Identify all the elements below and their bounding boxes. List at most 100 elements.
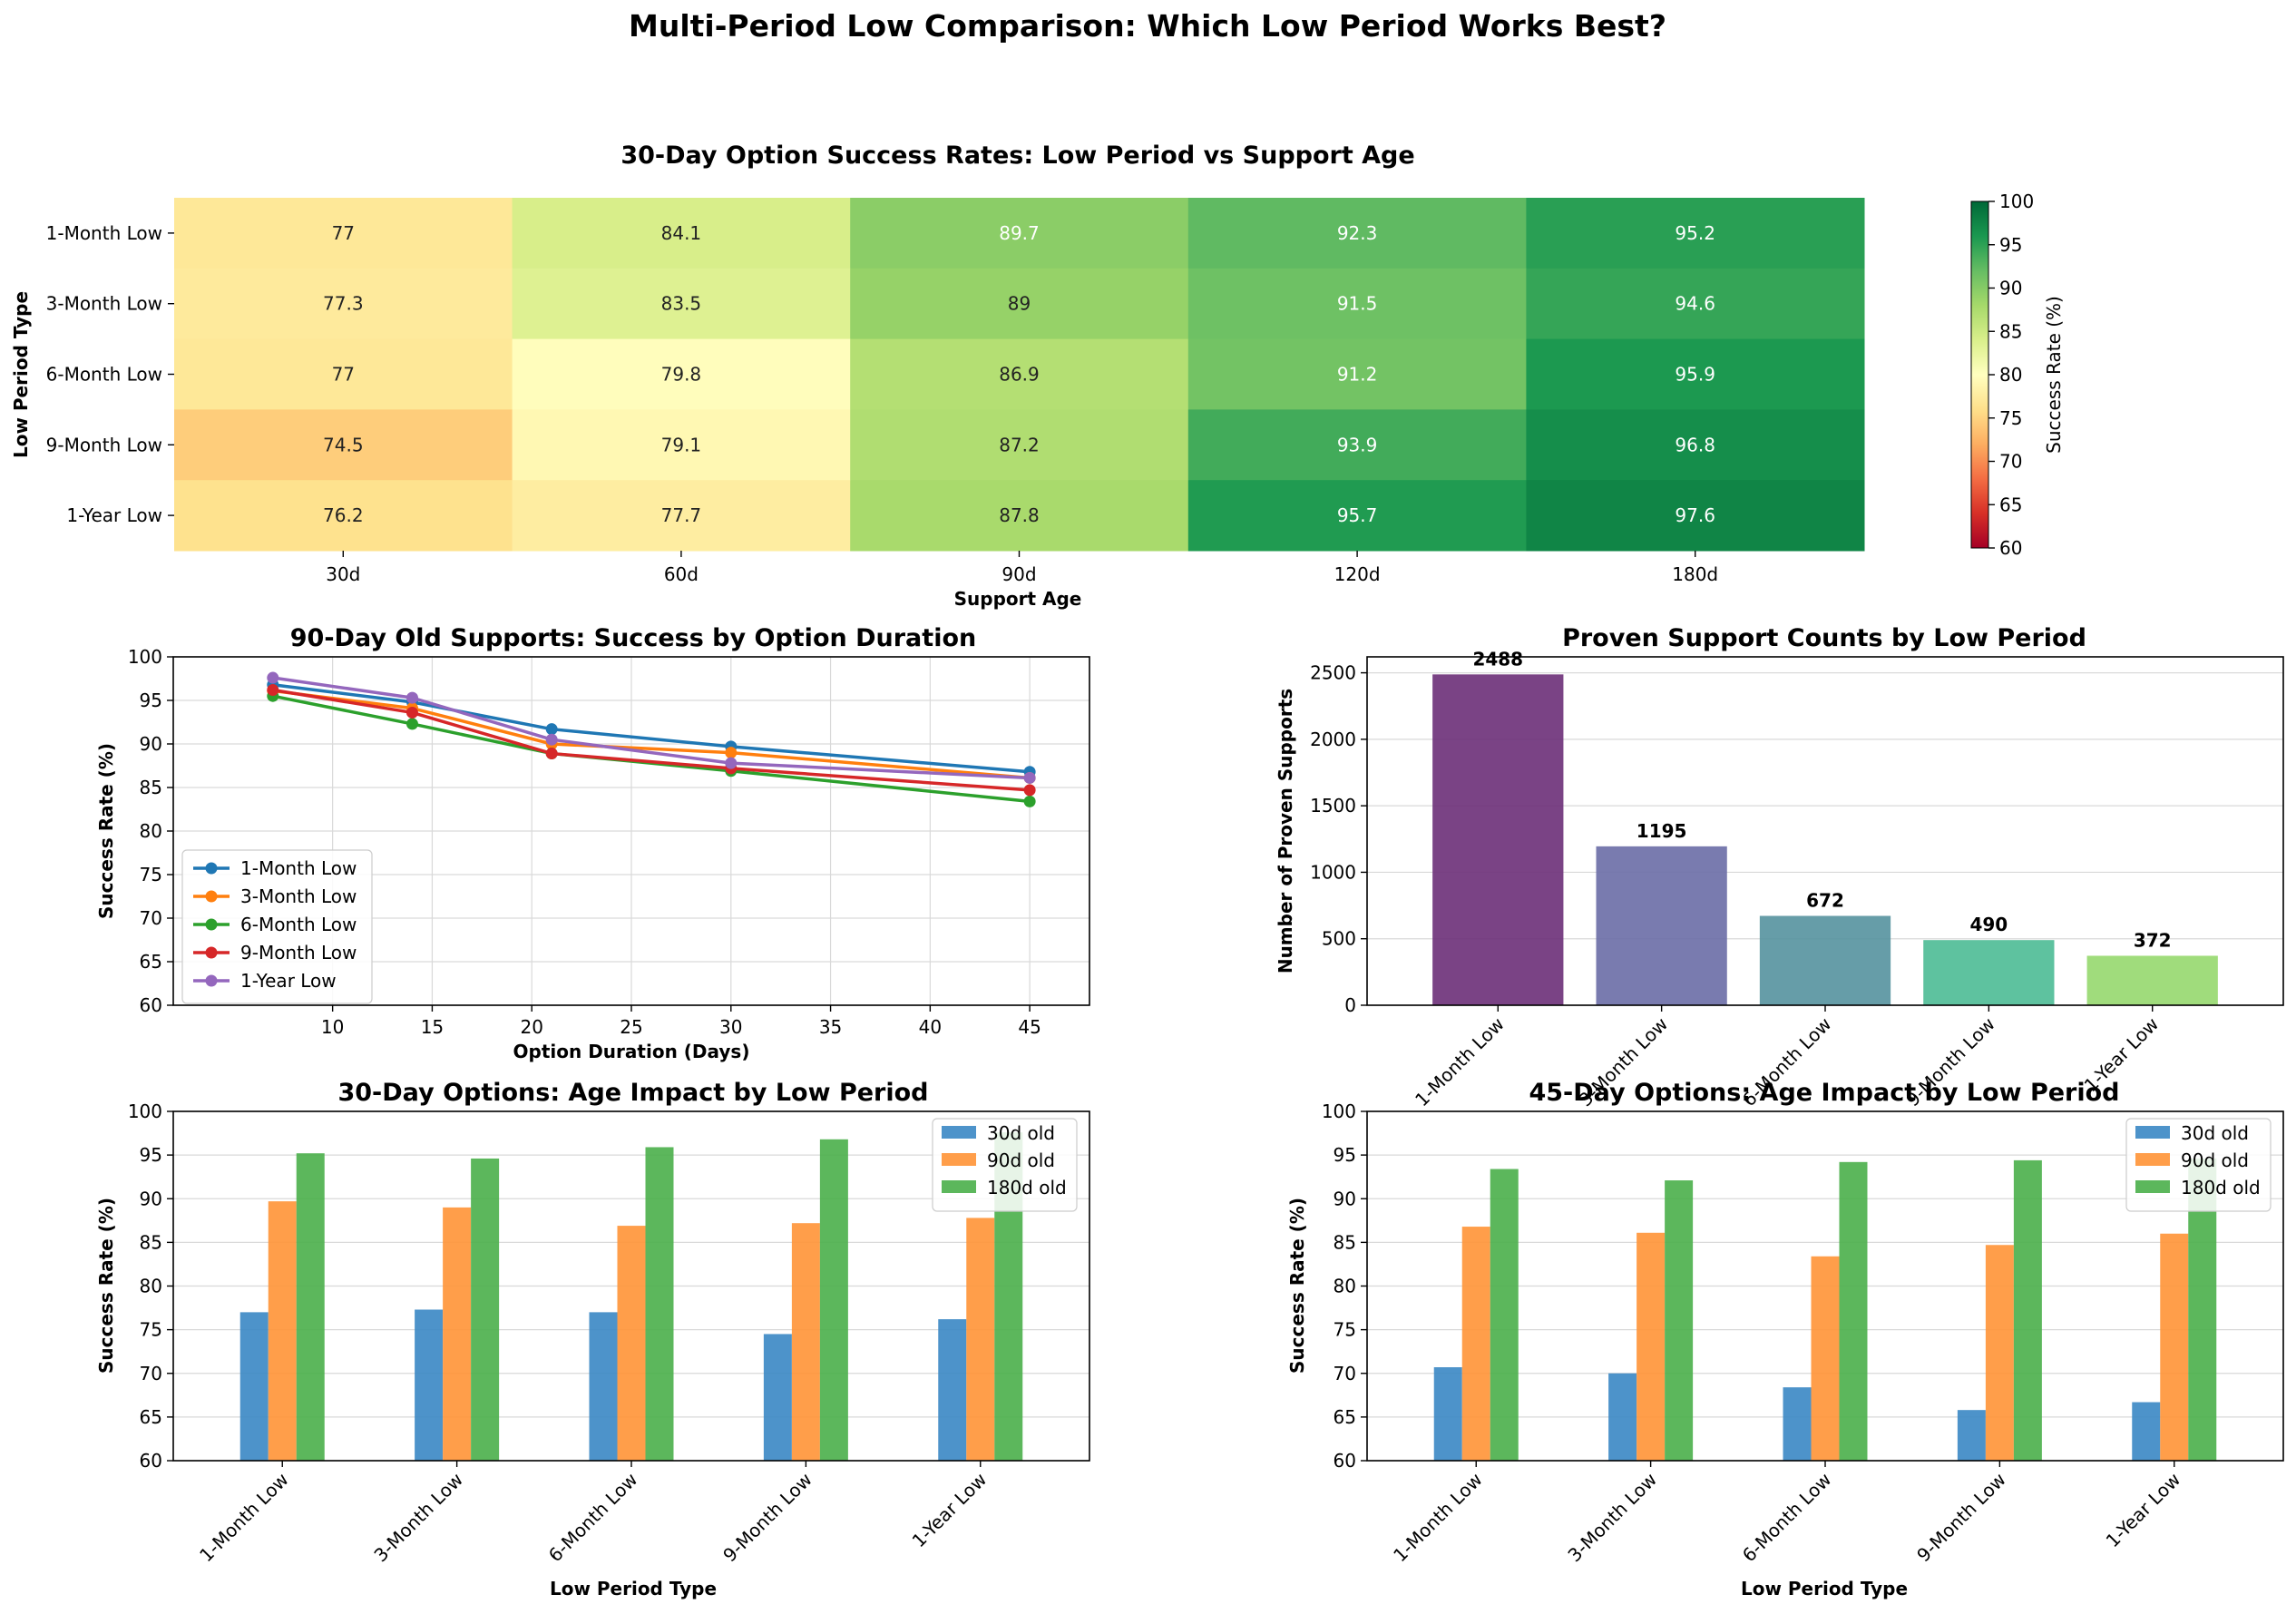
line-legend-label: 3-Month Low bbox=[240, 885, 357, 907]
heatmap-cell bbox=[1187, 268, 1527, 340]
line-y-tick-label: 80 bbox=[140, 820, 162, 842]
heatmap-cell bbox=[1187, 480, 1527, 552]
age30-y-tick-label: 60 bbox=[140, 1450, 162, 1472]
line-legend-marker bbox=[205, 918, 218, 931]
age30-legend-swatch bbox=[942, 1153, 976, 1166]
line-x-tick-label: 20 bbox=[520, 1016, 542, 1038]
colorbar-tick-label: 95 bbox=[1999, 234, 2022, 256]
colorbar-tick-label: 60 bbox=[1999, 537, 2022, 559]
heatmap-y-tick-label: 1-Month Low bbox=[46, 222, 162, 244]
counts-bar-value: 490 bbox=[1969, 914, 2008, 935]
heatmap-cell bbox=[850, 198, 1189, 269]
age45-y-tick-label: 75 bbox=[1334, 1319, 1356, 1341]
age45-x-tick-label: 9-Month Low bbox=[1912, 1469, 2010, 1567]
line-series-point bbox=[725, 757, 738, 769]
age30-y-tick-label: 95 bbox=[140, 1144, 162, 1166]
age45-bar bbox=[1783, 1387, 1812, 1461]
line-series-point bbox=[405, 691, 418, 704]
heatmap-cell bbox=[512, 198, 851, 269]
heatmap-cell-label: 95.2 bbox=[1675, 222, 1715, 244]
age45-bar bbox=[1811, 1256, 1840, 1461]
line-series-point bbox=[545, 733, 558, 746]
age45-bar bbox=[2160, 1233, 2189, 1461]
age45-title: 45-Day Options: Age Impact by Low Period bbox=[1529, 1079, 2119, 1107]
heatmap-cell-label: 77.7 bbox=[661, 504, 702, 526]
heatmap-cell bbox=[512, 480, 851, 552]
age30-bar bbox=[966, 1218, 995, 1461]
line-y-tick-label: 95 bbox=[140, 690, 162, 711]
age30-bar bbox=[239, 1312, 269, 1461]
heatmap-y-tick-label: 6-Month Low bbox=[46, 364, 162, 386]
age30-legend-label: 30d old bbox=[987, 1122, 1055, 1144]
heatmap-cell bbox=[1526, 268, 1865, 340]
age45-bar bbox=[1985, 1245, 2014, 1461]
line-y-tick-label: 100 bbox=[128, 646, 162, 668]
age30-x-tick-label: 1-Month Low bbox=[195, 1469, 293, 1567]
line-series-point bbox=[1023, 784, 1036, 797]
line-series-point bbox=[545, 723, 558, 736]
heatmap-cell-label: 95.7 bbox=[1337, 504, 1378, 526]
age45-y-tick-label: 80 bbox=[1334, 1276, 1356, 1297]
line-series-point bbox=[1023, 795, 1036, 807]
heatmap-cell-label: 77 bbox=[332, 222, 355, 244]
age30-x-tick-label: 1-Year Low bbox=[908, 1469, 992, 1552]
colorbar-tick-label: 70 bbox=[1999, 451, 2022, 473]
line-x-tick-label: 10 bbox=[321, 1016, 344, 1038]
counts-bar bbox=[2086, 955, 2218, 1005]
age30-x-label: Low Period Type bbox=[550, 1578, 717, 1599]
heatmap-cell-label: 87.2 bbox=[999, 434, 1040, 455]
line-legend-marker bbox=[205, 974, 218, 987]
heatmap-y-tick-label: 3-Month Low bbox=[46, 293, 162, 315]
heatmap-cell-label: 89.7 bbox=[999, 222, 1040, 244]
counts-bar bbox=[1759, 915, 1891, 1005]
heatmap-cell bbox=[1187, 409, 1527, 481]
heatmap-cell-label: 84.1 bbox=[661, 222, 702, 244]
counts-title: Proven Support Counts by Low Period bbox=[1562, 624, 2086, 652]
age30-y-tick-label: 100 bbox=[128, 1100, 162, 1122]
age30-bar bbox=[763, 1334, 792, 1461]
age45-y-tick-label: 100 bbox=[1322, 1100, 1356, 1122]
line-x-tick-label: 25 bbox=[620, 1016, 642, 1038]
age45-x-label: Low Period Type bbox=[1741, 1578, 1908, 1599]
age45-y-tick-label: 85 bbox=[1334, 1231, 1356, 1253]
line-series-point bbox=[545, 748, 558, 760]
line-x-tick-label: 15 bbox=[421, 1016, 444, 1038]
line-x-tick-label: 40 bbox=[919, 1016, 942, 1038]
age30-bar bbox=[296, 1153, 325, 1461]
heatmap-x-label: Support Age bbox=[954, 588, 1082, 610]
heatmap-cell bbox=[1526, 338, 1865, 410]
line-x-tick-label: 30 bbox=[719, 1016, 742, 1038]
age30-x-tick-label: 6-Month Low bbox=[544, 1469, 642, 1567]
age45-ticks: 60 65 70 75 80 85 90 95 100 1-Month Low 3-Month Lo… bbox=[1322, 1100, 2184, 1566]
age45-x-tick-label: 1-Year Low bbox=[2102, 1469, 2185, 1552]
colorbar-tick-label: 85 bbox=[1999, 320, 2022, 342]
heatmap-cell-label: 77 bbox=[332, 364, 355, 386]
age30-bar bbox=[589, 1312, 618, 1461]
age30-y-tick-label: 65 bbox=[140, 1406, 162, 1428]
counts-y-label: Number of Proven Supports bbox=[1275, 689, 1296, 973]
line-y-tick-label: 60 bbox=[140, 994, 162, 1016]
counts-y-tick-label: 1500 bbox=[1310, 795, 1356, 817]
line-series-point bbox=[267, 671, 279, 684]
heatmap-y-ticks: 1-Month Low 3-Month Low 6-Month Low 9-Month… bbox=[46, 222, 174, 526]
heatmap-cell-label: 74.5 bbox=[323, 434, 364, 455]
heatmap-cell-label: 97.6 bbox=[1675, 504, 1715, 526]
age45-legend-label: 30d old bbox=[2181, 1122, 2249, 1144]
age45-x-tick-label: 1-Month Low bbox=[1389, 1469, 1487, 1567]
line-legend-marker bbox=[205, 862, 218, 875]
line-y-tick-label: 75 bbox=[140, 864, 162, 885]
heatmap-cell bbox=[850, 268, 1189, 340]
heatmap-cells: 77 84.1 89.7 92.3 95.2 77.3 83.5 89 91.5 94.6 77 79… bbox=[174, 198, 1865, 552]
age30-y-tick-label: 70 bbox=[140, 1363, 162, 1384]
heatmap-cell-label: 79.1 bbox=[661, 434, 702, 455]
age30-y-label: Success Rate (%) bbox=[95, 1198, 117, 1374]
heatmap-x-tick-label: 30d bbox=[326, 563, 360, 585]
counts-bar-value: 1195 bbox=[1637, 820, 1687, 842]
age30-y-tick-label: 80 bbox=[140, 1276, 162, 1297]
counts-bar bbox=[1596, 846, 1727, 1005]
heatmap-cell-label: 93.9 bbox=[1337, 434, 1378, 455]
counts-bar bbox=[1923, 940, 2055, 1005]
heatmap-cell bbox=[512, 268, 851, 340]
heatmap-cell bbox=[174, 480, 513, 552]
counts-bar-value: 672 bbox=[1806, 890, 1844, 912]
